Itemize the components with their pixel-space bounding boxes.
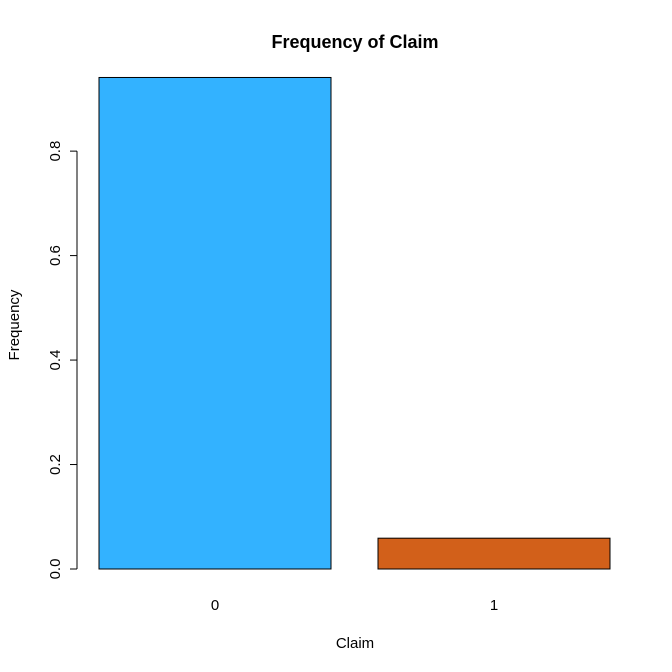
x-axis-label: Claim	[336, 635, 374, 652]
bar-0	[98, 76, 332, 570]
y-tick-label: 0.2	[47, 454, 64, 475]
y-tick-label: 0.0	[47, 559, 64, 580]
x-tick-label: 1	[490, 597, 498, 614]
y-tick-label: 0.6	[47, 245, 64, 266]
y-tick-label: 0.8	[47, 141, 64, 162]
bars	[98, 76, 611, 570]
chart-title: Frequency of Claim	[271, 32, 438, 52]
y-axis: 0.0 0.2 0.4 0.6 0.8	[47, 141, 78, 580]
y-tick-label: 0.4	[47, 350, 64, 371]
y-axis-label: Frequency	[6, 289, 23, 360]
bar-1	[377, 537, 611, 570]
x-tick-label: 0	[211, 597, 219, 614]
